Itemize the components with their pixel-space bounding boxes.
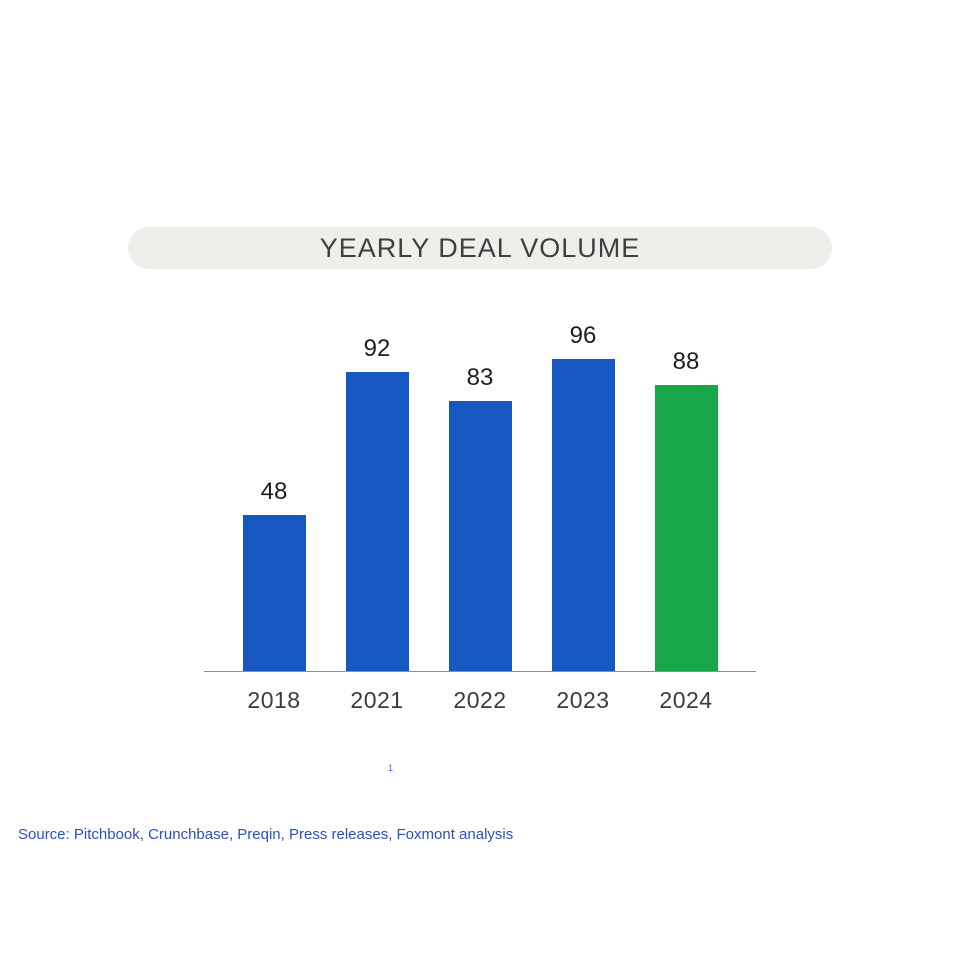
bar-value-label: 96: [569, 322, 597, 349]
page-title: YEARLY DEAL VOLUME: [319, 232, 641, 263]
x-tick-label-2023: 2023: [556, 687, 610, 713]
yearly-deal-volume-chart: 48 92 83 96 88 2018 2021 2022: [204, 322, 756, 714]
footnote-number: 1: [388, 763, 394, 773]
bar-2022: [448, 401, 512, 671]
bar-2023: [551, 359, 615, 671]
chart-title-pill: YEARLY DEAL VOLUME: [128, 227, 832, 269]
bar-2018: [242, 515, 306, 671]
source-text: Source: Pitchbook, Crunchbase, Preqin, P…: [18, 826, 514, 843]
bar-2021: [345, 372, 409, 671]
bar-group-2021: 92: [345, 334, 409, 671]
bar-group-2018: 48: [242, 477, 306, 671]
x-tick-label-2022: 2022: [453, 687, 507, 713]
bar-group-2023: 96: [551, 321, 615, 671]
bar-value-label: 48: [260, 478, 288, 505]
bar-group-2022: 83: [448, 363, 512, 671]
x-tick-label-2021: 2021: [350, 687, 404, 713]
bar-group-2024: 88: [654, 347, 718, 671]
x-tick-label-2018: 2018: [247, 687, 301, 713]
plot-area: 48 92 83 96 88: [204, 322, 756, 672]
x-axis-labels: 2018 2021 2022 2023 2024: [204, 687, 756, 714]
bar-value-label: 83: [466, 364, 494, 391]
bar-2024: [654, 385, 718, 671]
bar-value-label: 92: [363, 335, 391, 362]
bar-value-label: 88: [672, 348, 700, 375]
x-tick-label-2024: 2024: [659, 687, 713, 713]
